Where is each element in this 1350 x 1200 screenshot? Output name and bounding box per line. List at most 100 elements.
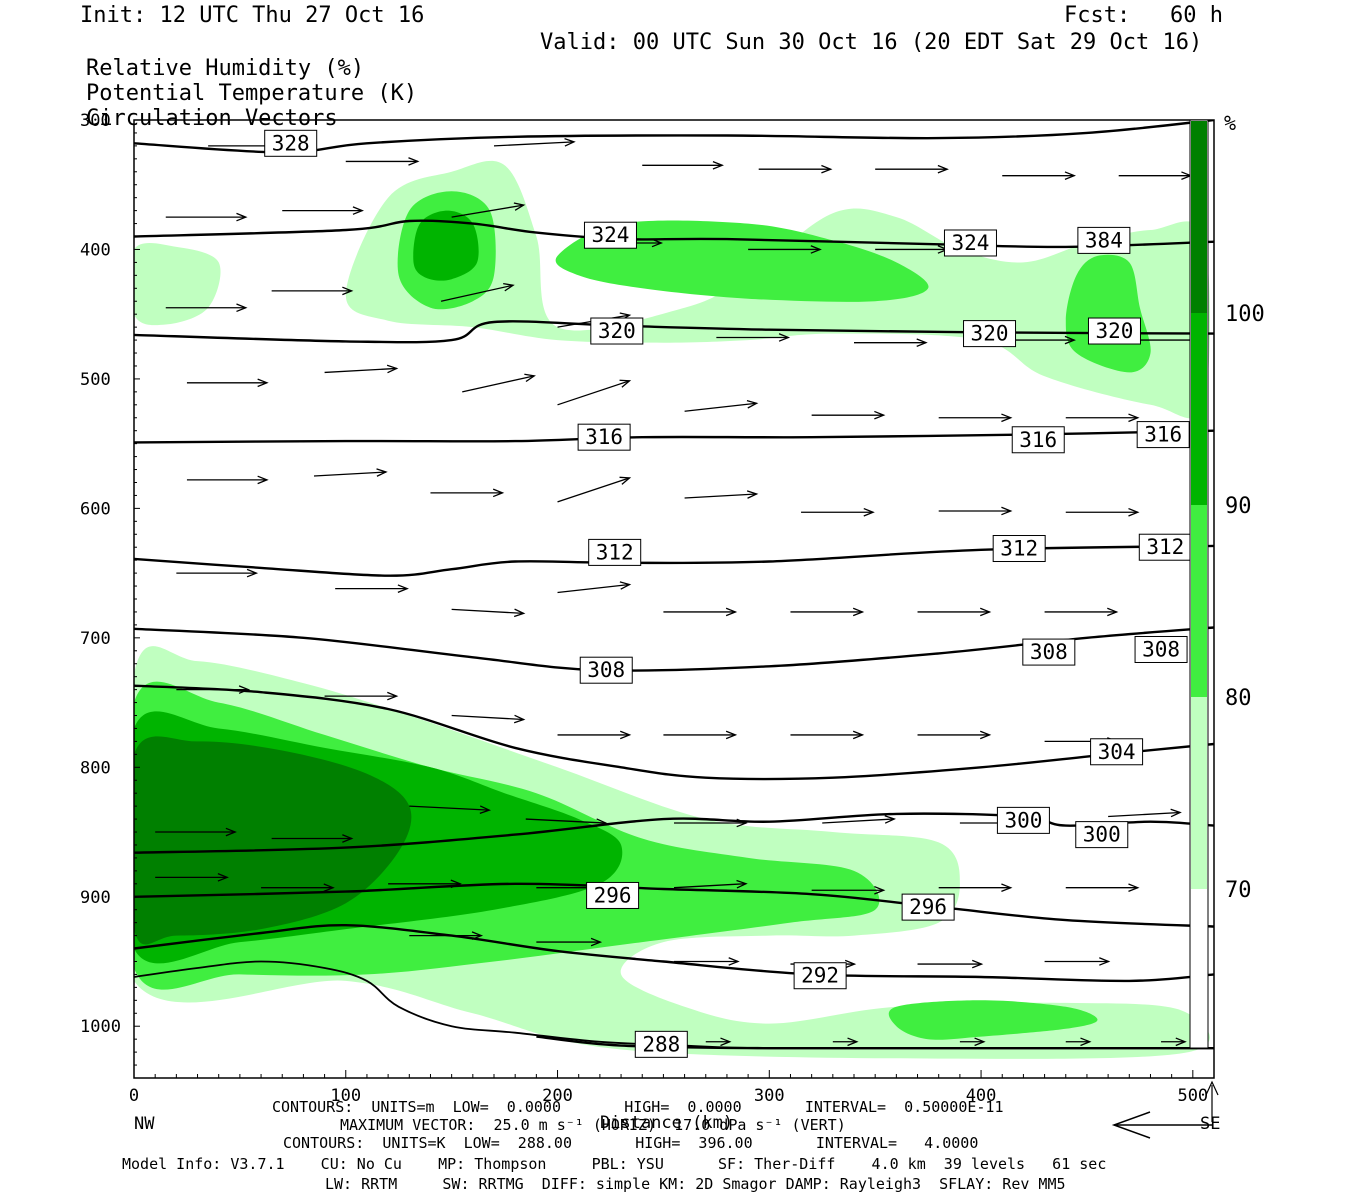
circulation-vector — [938, 506, 1013, 516]
theta-label: 292 — [793, 962, 847, 990]
circulation-vector — [451, 714, 526, 724]
nw-label: NW — [134, 1114, 155, 1134]
circulation-vector — [176, 568, 259, 578]
footer-max-vector: MAXIMUM VECTOR: 25.0 m s⁻¹ (HORIZ) 17.0 … — [340, 1116, 846, 1134]
theta-label: 300 — [1075, 821, 1129, 849]
theta-label: 312 — [992, 535, 1046, 563]
field-vectors: Circulation Vectors — [86, 106, 338, 131]
circulation-vector — [748, 245, 822, 254]
x-tick-label: 100 — [330, 1086, 361, 1106]
svg-text:304: 304 — [1098, 740, 1136, 764]
colorbar-tick: 80 — [1225, 686, 1252, 711]
circulation-vector — [822, 815, 896, 824]
circulation-vector — [716, 333, 791, 342]
svg-text:312: 312 — [596, 540, 634, 564]
theta-contour-300 — [134, 812, 1214, 854]
circulation-vector — [557, 730, 632, 740]
circulation-vector — [493, 138, 576, 147]
circulation-vector — [959, 1037, 986, 1047]
circulation-vector — [790, 730, 865, 740]
circulation-vector — [917, 607, 992, 617]
forecast-hour: Fcst: 60 h — [1064, 3, 1223, 28]
circulation-vector — [684, 399, 759, 412]
colorbar-tick: 90 — [1225, 494, 1252, 519]
circulation-vector — [663, 607, 738, 617]
x-tick-label: 500 — [1177, 1086, 1208, 1106]
circulation-vector — [1065, 1037, 1092, 1047]
svg-text:384: 384 — [1085, 228, 1123, 252]
rh-area-80 — [888, 1000, 1098, 1040]
colorbar-unit: % — [1224, 111, 1236, 135]
circulation-vector — [388, 879, 462, 889]
circulation-vector — [1065, 413, 1140, 423]
circulation-vector — [673, 879, 748, 889]
svg-text:316: 316 — [585, 425, 623, 449]
theta-label: 312 — [588, 538, 642, 566]
circulation-vector — [261, 883, 335, 893]
theta-label-layer: 328 324 324 384 320 320 320 316 316 316 312 312 312 3… — [264, 129, 1192, 1058]
circulation-vector — [854, 338, 928, 347]
svg-text:300: 300 — [1004, 808, 1042, 832]
svg-text:324: 324 — [952, 231, 990, 255]
field-rh: Relative Humidity (%) — [86, 56, 365, 81]
svg-text:296: 296 — [909, 895, 947, 919]
colorbar-segment — [1191, 697, 1207, 889]
svg-text:320: 320 — [1096, 319, 1134, 343]
colorbar-segment — [1191, 505, 1207, 697]
theta-label: 308 — [1134, 635, 1188, 663]
svg-text:312: 312 — [1146, 535, 1184, 559]
svg-text:288: 288 — [642, 1032, 680, 1056]
svg-text:300: 300 — [1083, 823, 1121, 847]
theta-label: 320 — [963, 320, 1017, 348]
theta-label: 324 — [943, 229, 997, 257]
field-theta: Potential Temperature (K) — [86, 81, 418, 106]
svg-text:308: 308 — [587, 658, 625, 682]
terrain-layer — [133, 960, 1214, 1050]
circulation-vector — [155, 827, 237, 837]
theta-label: 316 — [577, 423, 631, 451]
circulation-vector — [186, 475, 269, 485]
circulation-vector — [440, 282, 515, 302]
circulation-vector — [271, 286, 354, 296]
circulation-vector — [462, 373, 536, 393]
circulation-vector — [313, 468, 388, 477]
footer-model-info: Model Info: V3.7.1 CU: No Cu MP: Thompso… — [122, 1155, 1107, 1173]
colorbar: 70 80 90 100% — [1189, 111, 1265, 1049]
circulation-vector — [917, 959, 984, 969]
circulation-vector — [875, 164, 949, 174]
svg-text:312: 312 — [1000, 537, 1038, 561]
x-tick-label: 0 — [129, 1086, 139, 1106]
y-tick-label: 700 — [80, 629, 111, 649]
circulation-vector — [1161, 1037, 1187, 1047]
circulation-vector — [1065, 883, 1140, 893]
y-tick-label: 800 — [80, 758, 111, 778]
rh-area-80 — [555, 220, 929, 302]
theta-contour-296 — [134, 882, 1214, 928]
circulation-vector — [790, 607, 865, 617]
circulation-vector — [938, 883, 1013, 893]
colorbar-tick: 100 — [1225, 302, 1265, 327]
theta-label: 312 — [1138, 533, 1192, 561]
rh-area-70 — [134, 243, 221, 326]
axis-layer: 300 400 500 600 700 800 900 1000 0 100 200 300 400 50… — [80, 111, 1208, 1106]
circulation-vector — [642, 160, 724, 170]
circulation-vector — [451, 608, 526, 618]
theta-contour-layer — [134, 120, 1214, 1050]
circulation-vector — [1044, 957, 1111, 966]
theta-label: 320 — [1087, 317, 1141, 345]
circulation-vector — [409, 805, 492, 814]
y-tick-label: 1000 — [80, 1017, 121, 1037]
circulation-vector — [917, 730, 992, 740]
svg-text:320: 320 — [971, 322, 1009, 346]
se-label: SE — [1200, 1114, 1221, 1134]
theta-label: 328 — [264, 129, 318, 157]
vector-layer — [155, 138, 1204, 1047]
svg-text:316: 316 — [1019, 428, 1057, 452]
rh-shading-layer — [134, 160, 1210, 1059]
circulation-vector — [1044, 607, 1119, 617]
svg-text:308: 308 — [1030, 640, 1068, 664]
circulation-vector — [557, 379, 632, 406]
circulation-vector — [674, 957, 740, 966]
circulation-vector — [324, 364, 399, 374]
